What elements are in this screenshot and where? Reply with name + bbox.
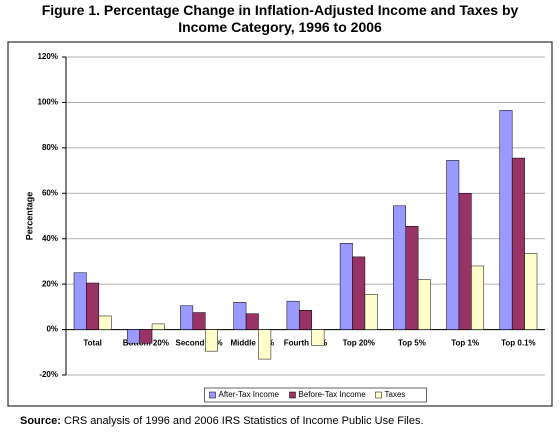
bar bbox=[126, 329, 140, 344]
legend-swatch bbox=[209, 391, 216, 399]
bar bbox=[233, 302, 247, 330]
legend-swatch bbox=[375, 391, 382, 399]
source-text: CRS analysis of 1996 and 2006 IRS Statis… bbox=[64, 415, 424, 427]
bar bbox=[258, 329, 272, 360]
x-tick-label: Fourth 20% bbox=[284, 339, 328, 348]
x-tick-label: Top 5% bbox=[398, 339, 426, 348]
bar bbox=[524, 253, 538, 330]
bar bbox=[245, 313, 259, 330]
bar bbox=[139, 329, 153, 344]
x-tick-label: Total bbox=[83, 339, 102, 348]
legend-label: After-Tax Income bbox=[219, 390, 280, 399]
bar bbox=[73, 272, 87, 330]
bar bbox=[405, 225, 419, 330]
x-tick-label: Middle 20% bbox=[230, 339, 274, 348]
x-tick-label: Top 0.1% bbox=[501, 339, 536, 348]
y-tick-label: 120% bbox=[38, 52, 58, 61]
source: Source: CRS analysis of 1996 and 2006 IR… bbox=[20, 415, 424, 427]
bar bbox=[151, 323, 165, 330]
bar bbox=[446, 160, 460, 330]
bar bbox=[471, 265, 485, 330]
legend-box bbox=[204, 387, 427, 403]
bar bbox=[180, 305, 194, 330]
bar bbox=[299, 310, 312, 330]
bar bbox=[511, 157, 525, 330]
x-tick-label: Second 20% bbox=[175, 339, 222, 348]
bar bbox=[286, 300, 300, 330]
y-axis-label: Percentage bbox=[24, 192, 34, 241]
bar bbox=[205, 329, 218, 352]
bar bbox=[364, 294, 378, 330]
bar bbox=[458, 193, 472, 330]
bar bbox=[311, 329, 325, 346]
legend-label: Taxes bbox=[385, 390, 406, 399]
source-label: Source: bbox=[20, 415, 61, 427]
legend-swatch bbox=[289, 391, 296, 399]
bar bbox=[393, 205, 406, 330]
bar bbox=[98, 315, 112, 330]
legend-label: Before-Tax Income bbox=[299, 390, 367, 399]
bar bbox=[86, 282, 100, 330]
title-box: Figure 1. Percentage Change in Inflation… bbox=[41, 2, 519, 35]
y-tick-label: -20% bbox=[39, 370, 58, 379]
bar bbox=[417, 279, 431, 330]
bar bbox=[499, 110, 513, 330]
y-tick-label: 40% bbox=[42, 234, 58, 243]
y-tick-label: 60% bbox=[42, 188, 58, 197]
bar bbox=[339, 243, 353, 330]
y-tick-label: 0% bbox=[46, 325, 58, 334]
y-tick-label: 20% bbox=[42, 279, 58, 288]
y-tick-label: 100% bbox=[38, 98, 58, 107]
x-tick-label: Top 20% bbox=[343, 339, 375, 348]
y-tick-label: 80% bbox=[42, 143, 58, 152]
x-tick-label: Top 1% bbox=[451, 339, 479, 348]
chart-title: Figure 1. Percentage Change in Inflation… bbox=[41, 2, 519, 35]
bar bbox=[192, 312, 206, 330]
bar bbox=[352, 256, 366, 330]
